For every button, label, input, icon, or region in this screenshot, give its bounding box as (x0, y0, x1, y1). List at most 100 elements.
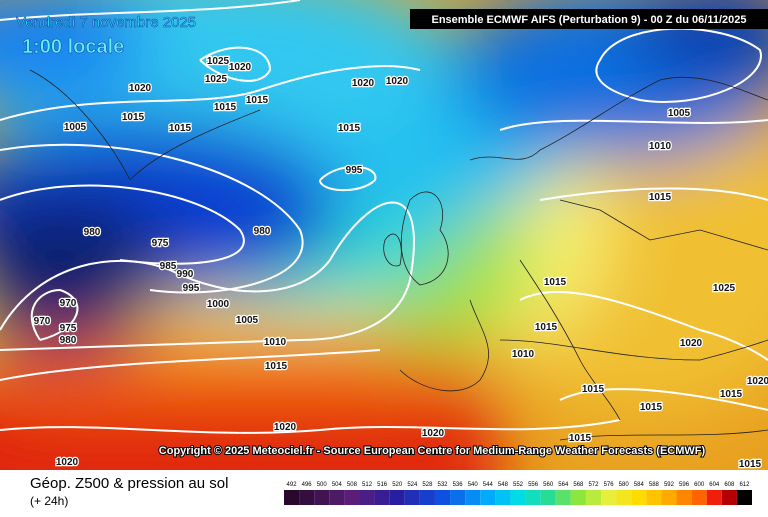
legend-label: 600 (694, 482, 705, 488)
legend-swatch (570, 490, 586, 505)
isobar-label: 985 (160, 261, 177, 272)
legend-label: 548 (498, 482, 509, 488)
legend-label: 592 (664, 482, 675, 488)
color-legend: 492 496 500 504 508 512 516 520 524 528 532 536 540 5… (284, 482, 752, 505)
legend-label: 572 (588, 482, 599, 488)
legend-label: 552 (513, 482, 524, 488)
legend-swatch (706, 490, 722, 505)
isobar-label: 1015 (246, 95, 269, 106)
coastlines (29, 69, 768, 441)
legend-swatch (434, 490, 451, 505)
isobar-label: 1000 (207, 299, 230, 310)
legend-label: 492 (287, 482, 298, 488)
isobar-label: 1015 (169, 123, 192, 134)
isobar-label: 1015 (122, 112, 145, 123)
isobar-label: 980 (254, 226, 271, 237)
isobar-label: 1015 (640, 402, 663, 413)
legend-label: 528 (422, 482, 433, 488)
legend-label: 588 (649, 482, 660, 488)
legend-label: 500 (317, 482, 328, 488)
isobar-label: 1015 (265, 361, 288, 372)
legend-label: 604 (709, 482, 720, 488)
isobar-label: 1015 (535, 322, 558, 333)
legend-swatch (329, 490, 345, 505)
isobar-label: 1015 (649, 192, 672, 203)
legend-swatch (721, 490, 737, 505)
legend-label: 564 (558, 482, 569, 488)
legend-swatch (555, 490, 571, 505)
legend-swatch (404, 490, 420, 505)
legend-swatch (616, 490, 632, 505)
isobar-label: 1005 (64, 122, 87, 133)
isobar-labels: 1025102010251020101510151015101510051020… (32, 55, 768, 470)
legend-swatch (585, 490, 602, 505)
legend-label: 596 (679, 482, 690, 488)
legend-swatch (601, 490, 617, 505)
legend-swatch (646, 490, 662, 505)
isobar-label: 970 (60, 298, 77, 309)
legend-swatch (661, 490, 677, 505)
isobar-label: 1015 (214, 102, 237, 113)
legend-swatch (510, 490, 526, 505)
isobar-label: 1015 (582, 384, 605, 395)
isobar-label: 1010 (649, 141, 672, 152)
legend-swatch (450, 490, 466, 505)
isobar-label: 1015 (739, 459, 762, 470)
legend-label: 560 (543, 482, 554, 488)
isobar-label: 1020 (422, 428, 445, 439)
legend-swatch (284, 490, 300, 505)
legend-swatch (525, 490, 541, 505)
legend-label: 544 (483, 482, 494, 488)
legend-swatch (736, 490, 752, 505)
footer-subtitle: (+ 24h) (30, 494, 68, 508)
legend-label: 512 (362, 482, 373, 488)
legend-label: 520 (392, 482, 403, 488)
legend-label: 612 (739, 482, 750, 488)
model-info: Ensemble ECMWF AIFS (Perturbation 9) - 0… (431, 14, 746, 26)
isobar-label: 980 (84, 227, 101, 238)
legend-label: 556 (528, 482, 539, 488)
legend-swatch (631, 490, 647, 505)
legend-label: 536 (453, 482, 464, 488)
legend-swatch (676, 490, 692, 505)
isobar-label: 970 (34, 316, 51, 327)
isobar-label: 975 (152, 238, 169, 249)
legend-swatch (495, 490, 511, 505)
isobar-label: 1020 (680, 338, 703, 349)
isobar-label: 1015 (544, 277, 567, 288)
isobar-label: 1005 (668, 108, 691, 119)
legend-swatch (374, 490, 390, 505)
isobar-label: 1010 (512, 349, 535, 360)
isobar-label: 975 (60, 323, 77, 334)
legend-label: 584 (634, 482, 645, 488)
legend-label: 504 (332, 482, 343, 488)
isobar-label: 980 (60, 335, 77, 346)
copyright: Copyright © 2025 Meteociel.fr - Source E… (159, 445, 706, 457)
legend-label: 568 (573, 482, 584, 488)
legend-label: 576 (604, 482, 615, 488)
isobar-label: 1020 (274, 422, 297, 433)
isobar-label: 1015 (569, 433, 592, 444)
isobar-label: 995 (346, 165, 363, 176)
legend-swatch (691, 490, 707, 505)
isobar-label: 1020 (229, 62, 252, 73)
legend-swatch (359, 490, 375, 505)
legend-swatch (480, 490, 496, 505)
legend-label: 532 (438, 482, 449, 488)
isobar-label: 990 (177, 269, 194, 280)
legend-swatch (419, 490, 435, 505)
legend-label: 580 (619, 482, 630, 488)
isobar-label: 1020 (56, 457, 79, 468)
isobar-label: 1010 (264, 337, 287, 348)
legend-swatch (299, 490, 315, 505)
isobar-label: 1020 (352, 78, 375, 89)
legend-swatch (540, 490, 556, 505)
legend-swatch (344, 490, 360, 505)
isobar-label: 1020 (747, 376, 768, 387)
legend-label: 516 (377, 482, 388, 488)
isobar-label: 1005 (236, 315, 259, 326)
legend-label: 524 (407, 482, 418, 488)
isobar-label: 1025 (713, 283, 736, 294)
